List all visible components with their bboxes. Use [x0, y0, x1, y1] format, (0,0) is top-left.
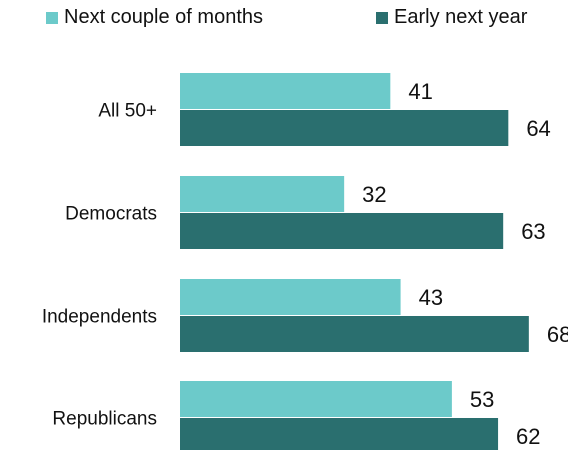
data-label-next-couple-of-months-democrats: 32: [362, 182, 386, 207]
bar-next-couple-of-months-independents: [180, 279, 401, 315]
bar-early-next-year-all-50: [180, 110, 509, 146]
legend-label-next-couple-of-months: Next couple of months: [64, 6, 263, 28]
data-label-early-next-year-republicans: 62: [516, 424, 540, 449]
legend-item-next-couple-of-months: Next couple of months: [46, 6, 263, 29]
data-label-early-next-year-democrats: 63: [521, 219, 545, 244]
legend-item-early-next-year: Early next year: [376, 6, 527, 29]
bar-early-next-year-democrats: [180, 213, 504, 249]
data-label-next-couple-of-months-all-50: 41: [408, 79, 432, 104]
bar-early-next-year-independents: [180, 316, 529, 352]
legend-label-early-next-year: Early next year: [394, 6, 528, 28]
bar-early-next-year-republicans: [180, 418, 499, 450]
bar-next-couple-of-months-all-50: [180, 73, 391, 109]
category-label-independents: Independents: [42, 307, 157, 328]
category-label-democrats: Democrats: [65, 204, 157, 225]
bar-next-couple-of-months-republicans: [180, 381, 452, 417]
data-label-early-next-year-all-50: 64: [526, 116, 550, 141]
legend-swatch-early-next-year: [376, 11, 388, 24]
category-label-republicans: Republicans: [52, 409, 157, 430]
data-label-early-next-year-independents: 68: [547, 322, 568, 347]
data-label-next-couple-of-months-independents: 43: [419, 285, 443, 310]
category-label-all-50: All 50+: [98, 101, 157, 122]
legend-swatch-next-couple-of-months: [46, 11, 58, 24]
legend: Next couple of months Early next year: [0, 6, 568, 36]
bar-next-couple-of-months-democrats: [180, 176, 345, 212]
data-label-next-couple-of-months-republicans: 53: [470, 387, 494, 412]
